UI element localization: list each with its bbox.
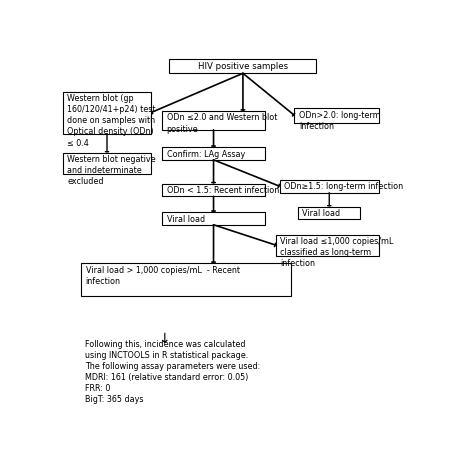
FancyBboxPatch shape xyxy=(162,183,265,196)
FancyBboxPatch shape xyxy=(162,147,265,160)
Text: ↓: ↓ xyxy=(158,332,170,346)
FancyBboxPatch shape xyxy=(162,212,265,225)
Text: Confirm: LAg Assay: Confirm: LAg Assay xyxy=(166,150,245,159)
FancyBboxPatch shape xyxy=(63,153,151,173)
FancyBboxPatch shape xyxy=(82,263,291,296)
Text: Viral load ≤1,000 copies/mL
classified as long-term
infection: Viral load ≤1,000 copies/mL classified a… xyxy=(281,237,394,268)
Text: ODn ≤2.0 and Western blot
positive: ODn ≤2.0 and Western blot positive xyxy=(166,113,277,134)
Text: Western blot negative
and indeterminate
excluded: Western blot negative and indeterminate … xyxy=(67,155,156,186)
Text: ODn≥1.5: long-term infection: ODn≥1.5: long-term infection xyxy=(284,182,403,191)
Text: Viral load: Viral load xyxy=(166,215,205,224)
FancyBboxPatch shape xyxy=(276,235,379,256)
Text: Following this, incidence was calculated
using INCTOOLS in R statistical package: Following this, incidence was calculated… xyxy=(85,340,260,404)
Text: Viral load: Viral load xyxy=(302,209,340,218)
FancyBboxPatch shape xyxy=(298,207,360,219)
Text: Viral load > 1,000 copies/mL  - Recent
infection: Viral load > 1,000 copies/mL - Recent in… xyxy=(86,265,240,286)
Text: Western blot (gp
160/120/41+p24) test
done on samples with
Optical density (ODn): Western blot (gp 160/120/41+p24) test do… xyxy=(67,94,156,147)
FancyBboxPatch shape xyxy=(63,91,151,134)
FancyBboxPatch shape xyxy=(294,108,379,123)
Text: ODn < 1.5: Recent infection: ODn < 1.5: Recent infection xyxy=(166,186,279,195)
FancyBboxPatch shape xyxy=(169,59,316,73)
FancyBboxPatch shape xyxy=(162,111,265,130)
Text: ODn>2.0: long-term
infection: ODn>2.0: long-term infection xyxy=(299,110,381,131)
Text: HIV positive samples: HIV positive samples xyxy=(198,62,288,71)
FancyBboxPatch shape xyxy=(280,180,379,192)
